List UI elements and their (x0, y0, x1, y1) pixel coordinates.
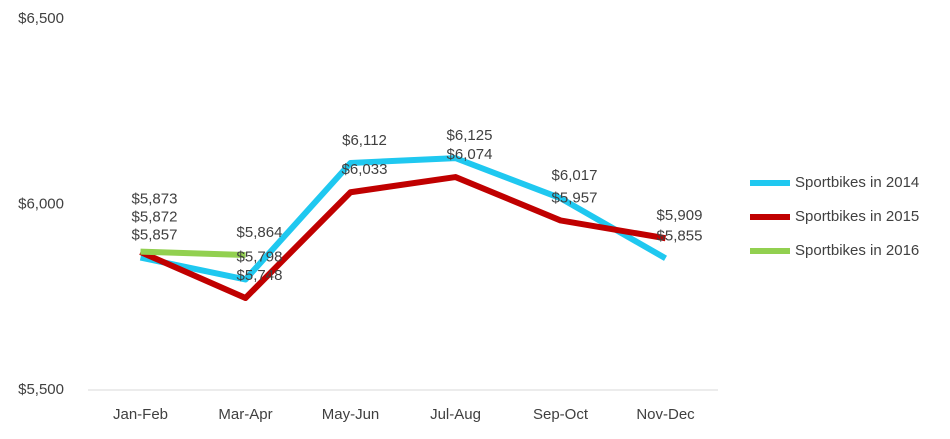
y-tick-label: $6,500 (18, 10, 64, 27)
y-tick-label: $6,000 (18, 195, 64, 212)
data-label: $5,873 (132, 191, 178, 208)
legend-label: Sportbikes in 2015 (795, 208, 919, 225)
x-tick-label: Jan-Feb (113, 406, 168, 423)
x-tick-label: Sep-Oct (533, 406, 589, 423)
data-label: $5,798 (237, 248, 283, 265)
data-label: $5,957 (552, 189, 598, 206)
legend-label: Sportbikes in 2016 (795, 242, 919, 259)
data-label: $5,872 (132, 209, 178, 226)
x-tick-label: May-Jun (322, 406, 380, 423)
legend-label: Sportbikes in 2014 (795, 174, 919, 191)
series-line (140, 248, 246, 258)
series-line (139, 174, 667, 301)
data-label: $5,748 (237, 267, 283, 284)
y-tick-label: $5,500 (18, 381, 64, 398)
data-label: $5,864 (237, 224, 283, 241)
data-label: $6,033 (342, 161, 388, 178)
data-label: $6,125 (447, 127, 493, 144)
series-line (139, 155, 667, 283)
data-label: $6,017 (552, 167, 598, 184)
data-label: $5,857 (132, 227, 178, 244)
data-label: $5,855 (657, 227, 703, 244)
data-label: $6,112 (342, 132, 387, 149)
x-tick-label: Nov-Dec (636, 406, 695, 423)
x-tick-label: Jul-Aug (430, 406, 481, 423)
data-label: $5,909 (657, 207, 703, 224)
x-tick-label: Mar-Apr (218, 406, 272, 423)
data-label: $6,074 (447, 146, 493, 163)
